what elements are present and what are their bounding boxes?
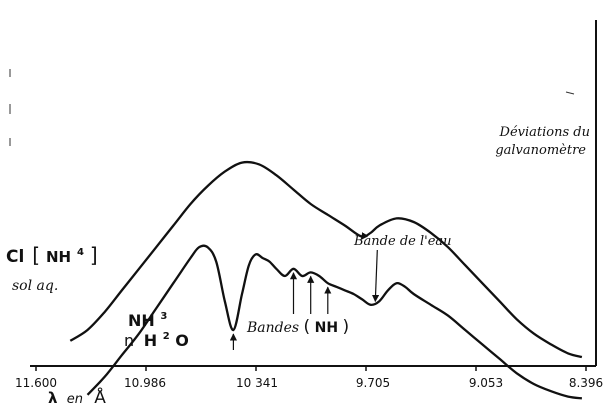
series-label-cl-nh4: Cl [ NH 4 ] sol aq. xyxy=(6,240,98,294)
series-label-cl-nh4-sol: sol aq. xyxy=(12,278,58,294)
annotation-arrows xyxy=(229,232,380,350)
scan-specks xyxy=(9,69,575,146)
series-label-nh3-h2o: NH 3 n H 2 O xyxy=(124,311,189,350)
annotation-bandes-nh: Bandes ( NH ) xyxy=(246,317,349,337)
series-curve-nh3-h2o xyxy=(86,244,583,400)
formula-nh: NH xyxy=(128,311,155,330)
series-label-h2o: n H 2 O xyxy=(124,324,189,350)
formula-sup-2: 2 xyxy=(163,331,170,342)
scan-speck xyxy=(565,91,575,95)
x-tick-marks xyxy=(35,366,587,371)
x-tick-label: 11.600 xyxy=(15,376,57,390)
x-axis-title-en: en xyxy=(67,392,83,406)
x-tick-label: 9.705 xyxy=(356,376,390,390)
formula-bracket-close: ] xyxy=(90,243,98,267)
x-tick-labels: 11.600 10.986 10 341 9.705 9.053 8.396 xyxy=(15,376,603,390)
formula-bracket-open: [ xyxy=(32,243,40,267)
y-axis-title-line-1: Déviations du xyxy=(499,125,590,140)
x-tick-label: 9.053 xyxy=(469,376,503,390)
lambda-symbol: λ xyxy=(48,389,58,406)
formula-cl: Cl xyxy=(6,247,24,267)
formula-o: O xyxy=(175,331,189,350)
series-label-cl-nh4-formula: Cl [ NH 4 ] xyxy=(6,240,98,267)
bandes-paren-close: ) xyxy=(343,317,350,337)
y-axis-title-line-2: galvanomètre xyxy=(495,143,586,158)
x-tick-label: 10.986 xyxy=(124,376,166,390)
formula-sup-4: 4 xyxy=(77,247,84,258)
bande-eau-arrow-lower xyxy=(371,249,380,303)
series-label-nh3: NH 3 xyxy=(128,311,167,330)
y-axis-title: Déviations du galvanomètre xyxy=(495,125,590,158)
formula-n: n xyxy=(124,331,134,350)
x-axis-title-unit: Å xyxy=(94,386,106,406)
formula-h: H xyxy=(144,331,157,350)
bande-eau-arrow-upper xyxy=(360,232,369,240)
x-axis-title: λ en Å xyxy=(48,386,106,406)
bandes-word: Bandes xyxy=(246,320,299,336)
bandes-nh: NH xyxy=(315,320,338,336)
bandes-paren-open: ( xyxy=(304,317,311,337)
annotation-bande-eau: Bande de l'eau xyxy=(353,234,452,249)
series-curve-cl-nh4 xyxy=(69,160,583,359)
x-tick-label: 8.396 xyxy=(569,376,603,390)
formula-nh: NH xyxy=(46,248,71,266)
formula-sup-3: 3 xyxy=(160,311,167,322)
x-tick-label: 10 341 xyxy=(236,376,278,390)
